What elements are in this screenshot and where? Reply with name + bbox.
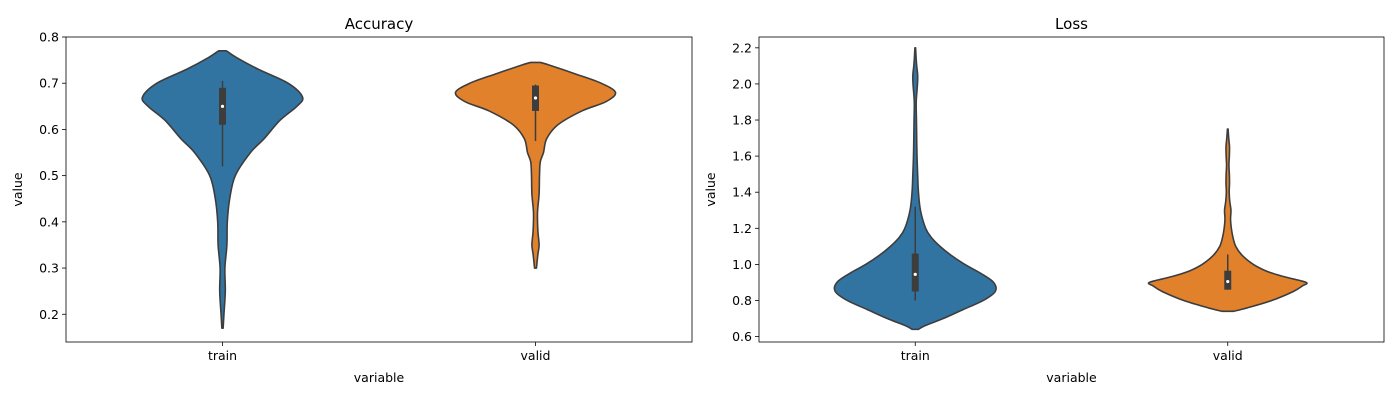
- y-tick-label: 0.3: [39, 261, 59, 276]
- y-tick-label: 0.6: [732, 329, 752, 344]
- y-tick-label: 0.2: [39, 307, 59, 322]
- y-tick-label: 0.5: [39, 168, 59, 183]
- y-tick-label: 0.8: [39, 30, 59, 45]
- y-axis-label: value: [703, 172, 718, 206]
- x-tick-label: valid: [521, 348, 551, 363]
- x-tick-label: train: [208, 348, 237, 363]
- y-axis-label: value: [10, 172, 25, 206]
- y-tick-label: 0.4: [39, 214, 59, 229]
- x-axis-label: variable: [354, 370, 405, 385]
- y-tick-label: 1.4: [732, 185, 752, 200]
- chart-title: Accuracy: [345, 15, 414, 33]
- axes-frame: [65, 36, 693, 343]
- x-tick-label: valid: [1213, 348, 1243, 363]
- y-tick-label: 0.6: [39, 122, 59, 137]
- y-tick-label: 0.8: [732, 293, 752, 308]
- y-tick-label: 1.8: [732, 113, 752, 128]
- chart-panel-accuracy: 0.2 0.3 0.4 0.5 0.6 0.7 0.8 train valid Accuracy v…: [10, 15, 693, 385]
- violin-train: [833, 47, 997, 331]
- median-dot-valid: [533, 96, 538, 100]
- x-axis-label: variable: [1046, 370, 1097, 385]
- y-tick-label: 1.2: [732, 221, 752, 236]
- median-dot-train: [913, 272, 917, 276]
- y-tick-label: 1.0: [732, 257, 752, 272]
- y-tick-label: 0.7: [39, 76, 59, 91]
- x-tick-label: train: [901, 348, 930, 363]
- iqr-box-train: [911, 253, 919, 292]
- axes-frame: [758, 36, 1385, 343]
- y-tick-label: 2.0: [732, 76, 752, 91]
- violin-valid: [1147, 128, 1308, 313]
- chart-panel-loss: 0.6 0.8 1.0 1.2 1.4 1.6 1.8 2.0 2.2 train valid Los…: [703, 15, 1385, 385]
- chart-title: Loss: [1055, 15, 1088, 33]
- median-dot-train: [220, 104, 225, 108]
- y-tick-label: 1.6: [732, 149, 752, 164]
- violin-valid: [454, 61, 617, 269]
- violin-train: [141, 50, 304, 329]
- median-dot-valid: [1226, 279, 1230, 284]
- y-tick-label: 2.2: [732, 40, 752, 55]
